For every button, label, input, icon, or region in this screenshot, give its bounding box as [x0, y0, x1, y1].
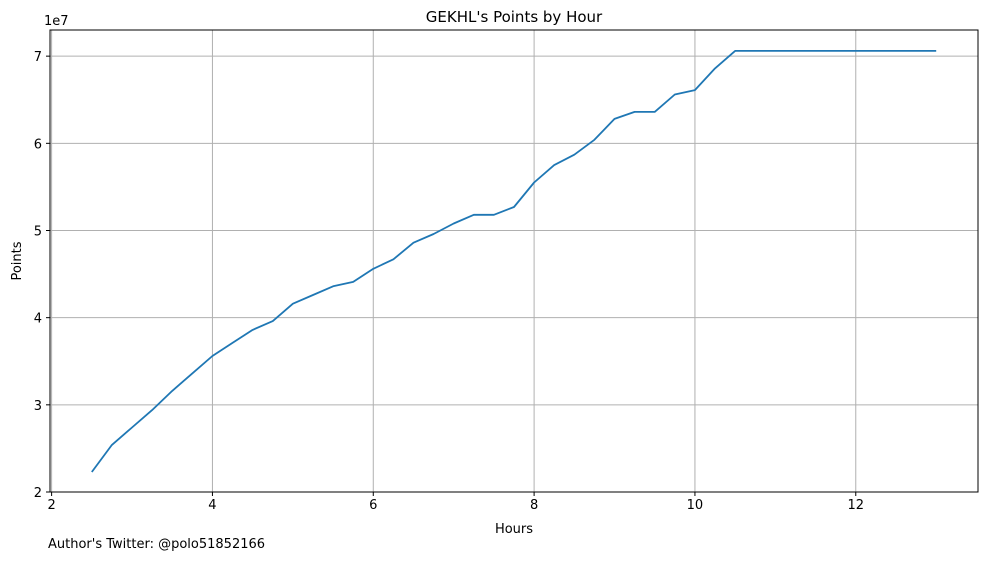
chart-title: GEKHL's Points by Hour: [426, 8, 603, 26]
y-tick-label: 5: [34, 224, 42, 239]
y-axis-offset-label: 1e7: [44, 14, 69, 29]
y-tick-label: 3: [34, 399, 42, 414]
x-tick-label: 2: [47, 498, 55, 513]
author-credit: Author's Twitter: @polo51852166: [48, 537, 266, 552]
grid: [50, 30, 978, 493]
x-tick-label: 8: [530, 498, 538, 513]
x-tick-label: 4: [208, 498, 216, 513]
x-tick-label: 10: [687, 498, 704, 513]
x-tick-label: 6: [369, 498, 377, 513]
y-axis-label: Points: [10, 241, 25, 280]
y-tick-label: 7: [34, 50, 42, 65]
ticks: 2 4 6 8 10 12 2 3 4 5 6 7: [34, 50, 864, 513]
axes-frame: [49, 29, 979, 493]
y-tick-label: 4: [34, 312, 42, 327]
y-tick-label: 2: [34, 486, 42, 501]
series-line: [91, 50, 937, 473]
plot-area: [91, 50, 937, 473]
x-tick-label: 12: [847, 498, 864, 513]
y-tick-label: 6: [34, 137, 42, 152]
x-axis-label: Hours: [495, 522, 533, 537]
